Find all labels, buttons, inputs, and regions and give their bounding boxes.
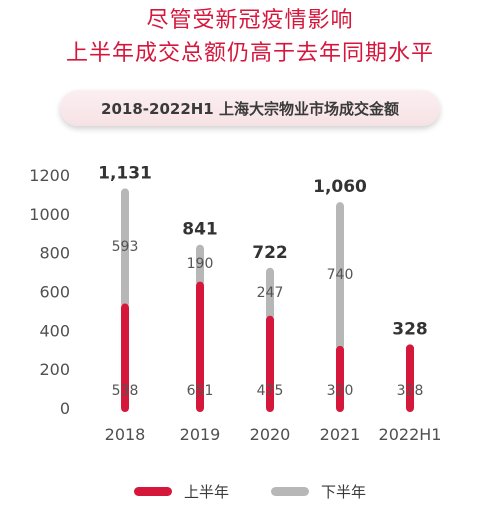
headline-line-2: 上半年成交总额仍高于去年同期水平: [65, 41, 434, 66]
chart-legend: 上半年 下半年: [0, 481, 500, 502]
bar-total-label: 1,060: [313, 177, 367, 197]
bar-first-half: [336, 345, 344, 412]
bar-segment-label-first-half: 651: [187, 383, 214, 399]
bar-second-half: [196, 244, 204, 286]
headline-line-1: 尽管受新冠疫情影响: [146, 8, 354, 33]
chart-title: 2018-2022H1 上海大宗物业市场成交金额: [101, 99, 399, 118]
bar-second-half: [336, 202, 344, 350]
bar-first-half: [121, 303, 129, 412]
y-tick-label: 1200: [29, 166, 70, 185]
bar-second-half: [121, 188, 129, 308]
y-tick-label: 0: [60, 399, 70, 418]
bar-total-label: 1,131: [98, 163, 152, 183]
x-category-label: 2019: [180, 425, 221, 444]
bar-segment-label-first-half: 320: [327, 383, 354, 399]
x-category-label: 2021: [320, 425, 361, 444]
x-category-label: 2018: [105, 425, 146, 444]
bar-first-half: [266, 315, 274, 412]
bar-segment-label-second-half: 593: [112, 239, 139, 255]
bar-total-label: 328: [392, 319, 428, 339]
bar-segment-label-first-half: 328: [397, 383, 424, 399]
y-tick-label: 1000: [29, 205, 70, 224]
bar-segment-label-first-half: 538: [112, 383, 139, 399]
bar-segment-label-first-half: 475: [257, 383, 284, 399]
bar-segment-label-second-half: 247: [257, 285, 284, 301]
bar-segment-label-second-half: 740: [327, 267, 354, 283]
legend-swatch-first-half: [133, 487, 172, 496]
bar-second-half: [266, 267, 274, 320]
legend-item-first-half: 上半年: [133, 481, 229, 502]
chart-title-banner: 2018-2022H1 上海大宗物业市场成交金额: [60, 90, 440, 126]
y-tick-label: 600: [39, 283, 70, 302]
x-category-label: 2020: [250, 425, 291, 444]
bar-first-half: [196, 281, 204, 412]
legend-swatch-second-half: [271, 487, 309, 496]
y-tick-label: 800: [39, 244, 70, 263]
bar-first-half: [406, 344, 414, 412]
stacked-bar-chart: 0 200 400 600 800 1000 1200 1,131 593 538 2018 841 1…: [29, 163, 442, 444]
legend-label-first-half: 上半年: [183, 483, 229, 501]
bar-segment-label-second-half: 190: [187, 256, 214, 272]
legend-label-second-half: 下半年: [321, 483, 367, 501]
x-category-label: 2022H1: [379, 425, 442, 444]
y-tick-label: 400: [39, 321, 70, 340]
bar-total-label: 841: [182, 220, 218, 240]
bar-total-label: 722: [252, 243, 288, 263]
y-tick-label: 200: [39, 360, 70, 379]
legend-item-second-half: 下半年: [271, 481, 366, 502]
